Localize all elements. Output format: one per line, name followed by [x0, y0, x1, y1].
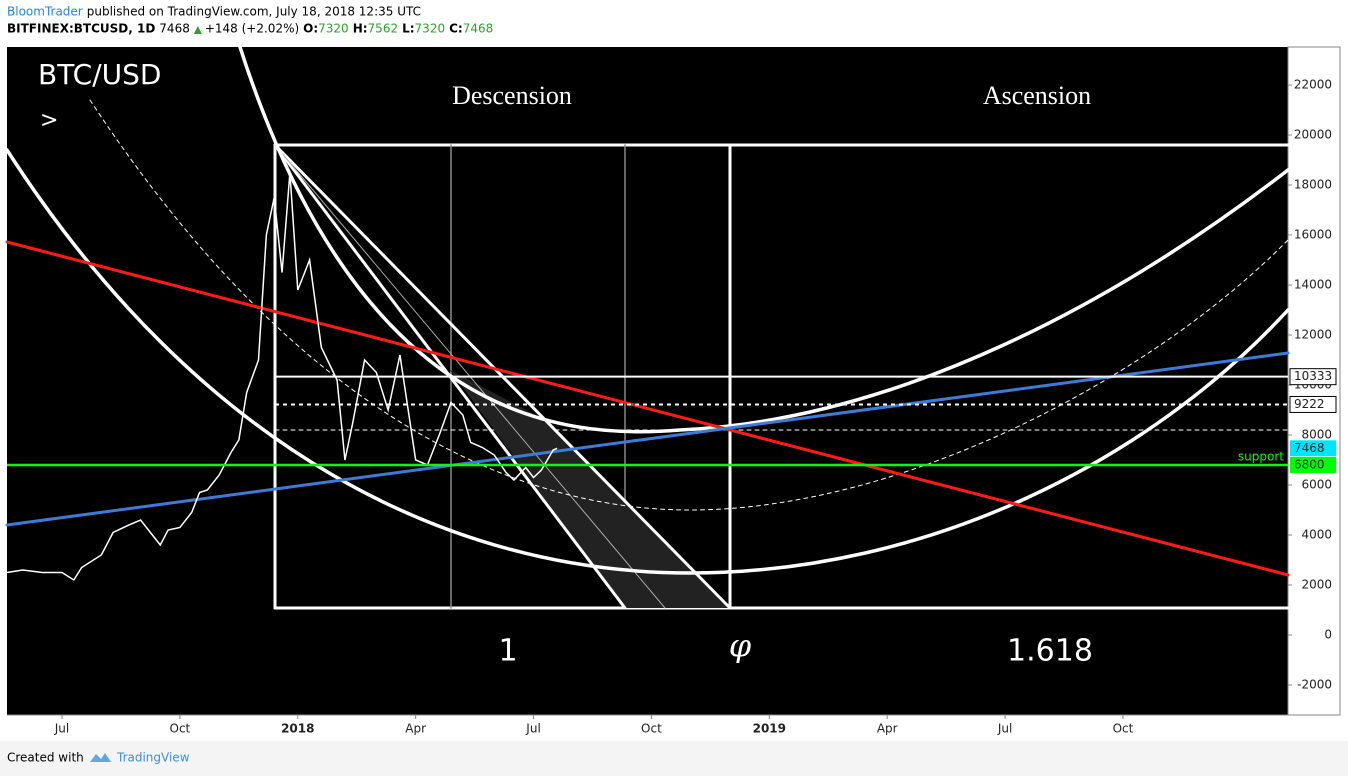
- y-tick-label: 12000: [1294, 328, 1332, 342]
- published: published on TradingView.com, July 18, 2…: [87, 5, 421, 19]
- symbol-line: BITFINEX:BTCUSD, 1D 7468 +148 (+2.02%) O: 73…: [7, 22, 493, 36]
- x-tick-label: Apr: [405, 722, 426, 736]
- ohlc-label: O:: [303, 22, 318, 36]
- trendline-blue: [5, 351, 1290, 527]
- change: +148 (+2.02%): [205, 22, 299, 36]
- price-label: 10333: [1294, 369, 1332, 383]
- arc: [5, 148, 1290, 575]
- x-tick-label: Oct: [641, 722, 662, 736]
- y-tick-label: 16000: [1294, 228, 1332, 242]
- plot-area: [7, 47, 1288, 715]
- y-tick-label: 14000: [1294, 278, 1332, 292]
- y-tick-label: 22000: [1294, 78, 1332, 92]
- chart-title: BTC/USD: [38, 58, 161, 91]
- series-layer: [6, 172, 1288, 582]
- ohlc-label: C:: [449, 22, 463, 36]
- y-tick-label: 18000: [1294, 178, 1332, 192]
- footer-text: Created with: [7, 751, 84, 765]
- x-tick-label: Oct: [170, 722, 191, 736]
- x-tick-label: Jul: [997, 722, 1012, 736]
- price-label: 7468: [1294, 441, 1325, 455]
- chart-subtitle: >: [40, 108, 58, 133]
- symbol: BITFINEX:BTCUSD, 1D: [7, 22, 155, 36]
- price-label-box: [1290, 457, 1336, 473]
- arc: [238, 45, 1290, 434]
- drawings: [5, 45, 1290, 610]
- price-label-box: [1289, 395, 1337, 413]
- x-tick-label: 2018: [281, 722, 314, 736]
- arc-dashed: [89, 99, 1289, 511]
- price-label-box: [1290, 440, 1336, 457]
- x-tick-label: Jul: [54, 722, 69, 736]
- annotation: Descension: [452, 81, 572, 110]
- logo: [90, 753, 111, 762]
- footer-bg: [0, 741, 1348, 776]
- x-tick-label: Jul: [525, 722, 540, 736]
- footer-brand[interactable]: TradingView: [116, 751, 190, 765]
- x-tick-label: 2019: [753, 722, 786, 736]
- ohlc-value: 7320: [318, 22, 349, 36]
- y-tick-label: 8000: [1301, 428, 1332, 442]
- price-line: [6, 172, 558, 582]
- y-tick-label: 4000: [1301, 528, 1332, 542]
- ohlc-value: 7562: [368, 22, 399, 36]
- y-tick-label: 0: [1324, 628, 1332, 642]
- annotation: 1: [498, 634, 517, 669]
- price-label-box: [1289, 368, 1337, 386]
- author[interactable]: BloomTrader: [7, 5, 83, 19]
- y-tick-label: 6000: [1301, 478, 1332, 492]
- x-tick-label: Apr: [877, 722, 898, 736]
- x-tick-label: Oct: [1113, 722, 1134, 736]
- annotation: φ: [729, 627, 752, 665]
- price-note: support: [1238, 450, 1284, 464]
- up-arrow: [193, 26, 202, 34]
- ohlc-value: 7468: [463, 22, 494, 36]
- y-tick-label: 20000: [1294, 128, 1332, 142]
- price-label: 6800: [1294, 458, 1325, 472]
- annotation: Ascension: [983, 81, 1091, 110]
- trendline-red: [5, 240, 1290, 577]
- ohlc-value: 7320: [415, 22, 446, 36]
- price-label: 9222: [1294, 397, 1325, 411]
- annotation: 1.618: [1007, 634, 1093, 669]
- ohlc-label: H:: [353, 22, 368, 36]
- channel-fill: [450, 370, 730, 608]
- y-tick-label: -2000: [1297, 678, 1332, 692]
- y-tick-label: 2000: [1301, 578, 1332, 592]
- ohlc-label: L:: [402, 22, 414, 36]
- last-price: 7468: [159, 22, 190, 36]
